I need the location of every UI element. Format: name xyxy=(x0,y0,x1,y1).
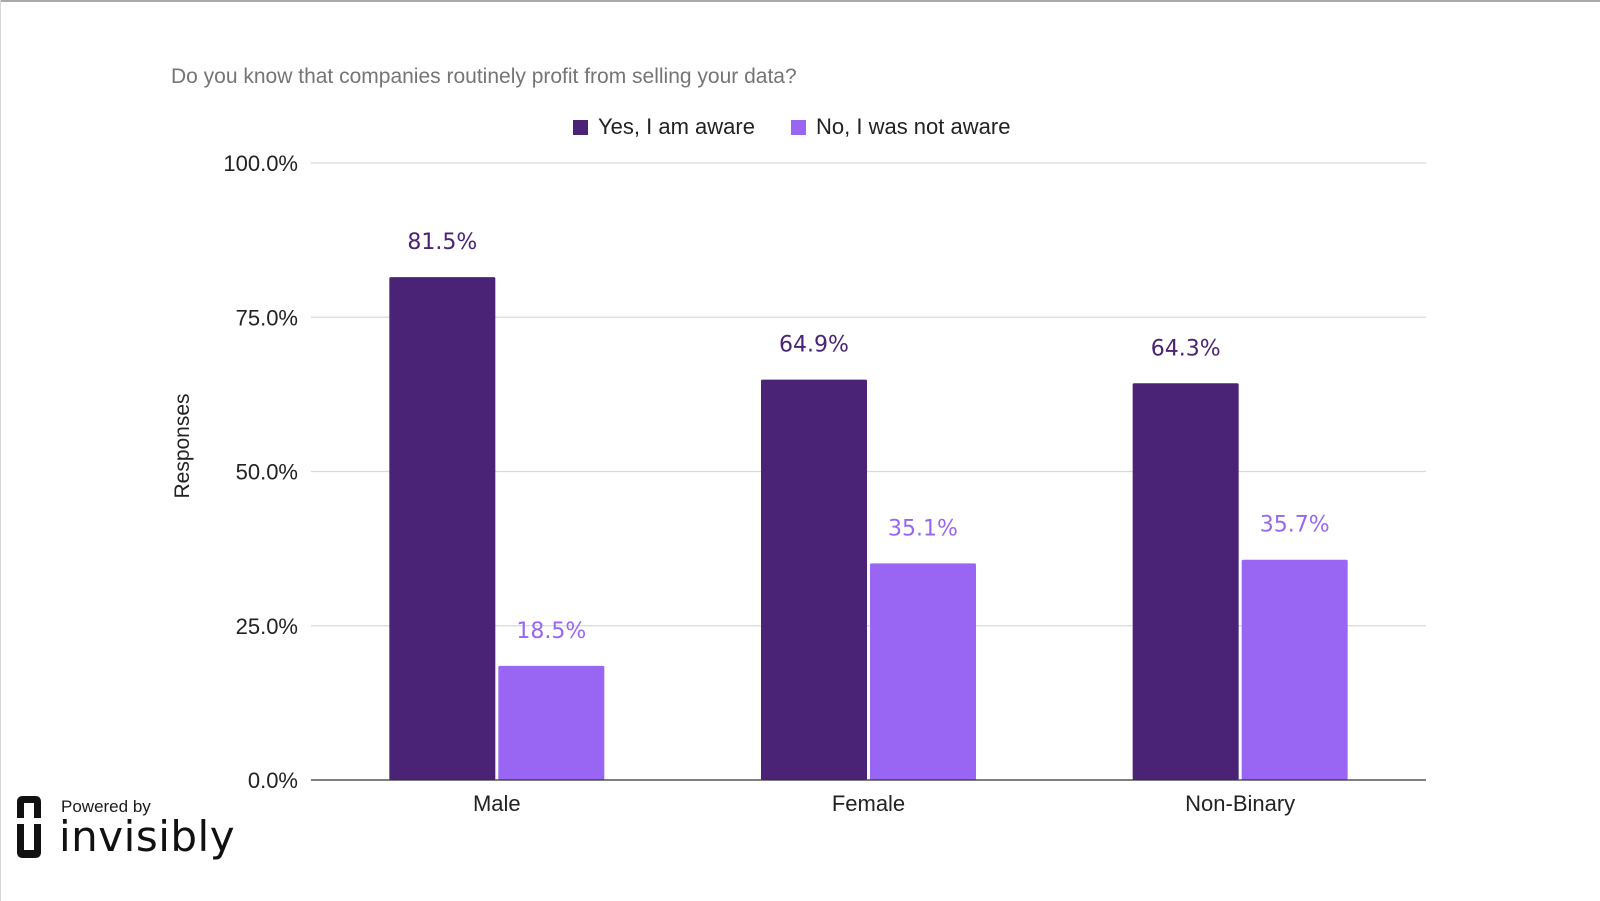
y-tick-label: 0.0% xyxy=(248,768,298,793)
bar-non-binary-series-0 xyxy=(1132,383,1239,780)
y-tick-label: 100.0% xyxy=(223,151,298,176)
bar-value-label: 64.3% xyxy=(1151,336,1221,361)
grid-lines xyxy=(311,162,1426,627)
bar-male-series-0 xyxy=(389,277,496,780)
y-axis-label: Responses xyxy=(171,393,194,498)
y-tick-label: 75.0% xyxy=(236,305,298,330)
left-border xyxy=(0,0,1,901)
powered-by-text: Powered by xyxy=(61,797,151,816)
bar-value-label: 18.5% xyxy=(516,619,586,644)
bar-value-labels: 81.5% 18.5% 64.9% 35.1% 64.3% 35.7% xyxy=(407,230,1329,644)
legend-label-yes: Yes, I am aware xyxy=(598,114,755,139)
bar-non-binary-series-1 xyxy=(1241,559,1348,780)
bar-male-series-1 xyxy=(498,665,605,780)
bar-value-label: 64.9% xyxy=(779,333,849,358)
bar-value-label: 81.5% xyxy=(407,230,477,255)
chart-title: Do you know that companies routinely pro… xyxy=(171,65,797,88)
brand-name: invisibly xyxy=(59,812,236,861)
legend-label-no: No, I was not aware xyxy=(816,114,1010,139)
bar-female-series-0 xyxy=(761,379,867,780)
x-tick-label: Male xyxy=(473,791,521,816)
y-axis-ticks: 0.0% 25.0% 50.0% 75.0% 100.0% xyxy=(223,151,298,793)
x-axis-ticks: Male Female Non-Binary xyxy=(473,791,1295,816)
bar-value-label: 35.7% xyxy=(1260,513,1330,538)
x-tick-label: Female xyxy=(832,791,905,816)
invisibly-logo-icon xyxy=(14,794,44,865)
top-border xyxy=(0,0,1600,2)
legend-swatch-no xyxy=(791,120,806,135)
legend-swatch-yes xyxy=(573,120,588,135)
chart-legend: Yes, I am aware No, I was not aware xyxy=(573,114,1010,139)
y-tick-label: 50.0% xyxy=(236,460,298,485)
x-tick-label: Non-Binary xyxy=(1185,791,1295,816)
bar-female-series-1 xyxy=(870,563,976,780)
bars xyxy=(389,277,1348,780)
bar-value-label: 35.1% xyxy=(888,516,958,541)
y-tick-label: 25.0% xyxy=(236,614,298,639)
